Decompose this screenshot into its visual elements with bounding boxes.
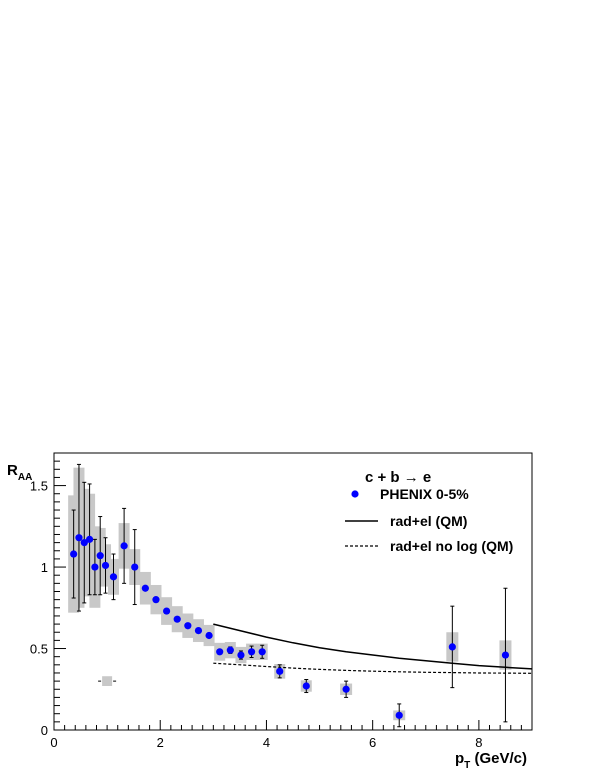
data-point-0 (70, 550, 78, 558)
data-point-16 (205, 631, 213, 640)
x-tick-label: 2 (157, 735, 164, 750)
x-tick-label: 6 (369, 735, 376, 750)
curve-rad-el-no-log (213, 662, 533, 674)
data-point-3 (85, 535, 94, 543)
x-tick-label: 4 (263, 735, 270, 750)
legend-marker-phenix (351, 490, 359, 498)
data-point-17 (216, 648, 224, 656)
axis-tick-labels: 0 2 4 6 8 0 0.5 1 1.5 (30, 479, 483, 750)
legend-title: c + b → e (365, 469, 431, 486)
data-point-12 (162, 607, 171, 615)
data-point-8 (120, 542, 128, 550)
x-tick-label: 8 (475, 735, 482, 750)
y-tick-label: 1.5 (30, 479, 48, 494)
data-point-15 (194, 627, 203, 635)
data-point-10 (141, 584, 149, 592)
data-points (70, 534, 510, 719)
data-point-7 (109, 573, 118, 581)
curve-rad-el (213, 623, 533, 670)
data-point-20 (247, 648, 256, 656)
data-point-2 (80, 539, 88, 547)
data-point-24 (342, 685, 350, 693)
statistical-error-bars (71, 463, 508, 728)
data-point-14 (184, 622, 192, 630)
data-point-1 (75, 534, 83, 542)
model-curves (213, 623, 533, 674)
legend-label-no-log: rad+el no log (QM) (390, 538, 513, 554)
legend: c + b → e PHENIX 0-5% rad+el (QM) rad+el… (345, 469, 513, 554)
data-point-6 (101, 561, 110, 570)
data-point-18 (226, 646, 234, 654)
legend-label-phenix: PHENIX 0-5% (380, 486, 469, 502)
data-point-21 (258, 648, 266, 656)
data-point-27 (501, 651, 510, 659)
y-tick-label: 1 (41, 560, 48, 575)
data-point-26 (448, 643, 456, 651)
data-point-9 (131, 563, 139, 571)
data-point-13 (173, 615, 181, 623)
data-point-5 (96, 552, 104, 560)
legend-label-rad-el: rad+el (QM) (390, 513, 467, 529)
x-axis-label: pT (GeV/c) (455, 750, 527, 771)
y-tick-label: 0 (41, 723, 48, 738)
data-point-22 (276, 667, 284, 675)
y-tick-label: 0.5 (30, 642, 48, 657)
data-point-23 (302, 682, 310, 690)
data-point-19 (237, 651, 245, 659)
data-point-25 (395, 711, 403, 719)
data-point-11 (152, 596, 160, 604)
data-point-4 (91, 563, 99, 571)
normalization-uncertainty-box (98, 676, 117, 687)
x-tick-label: 0 (50, 735, 57, 750)
y-axis-label: RAA (7, 462, 32, 483)
norm-box-rect (102, 676, 113, 687)
axis-ticks (53, 452, 533, 731)
